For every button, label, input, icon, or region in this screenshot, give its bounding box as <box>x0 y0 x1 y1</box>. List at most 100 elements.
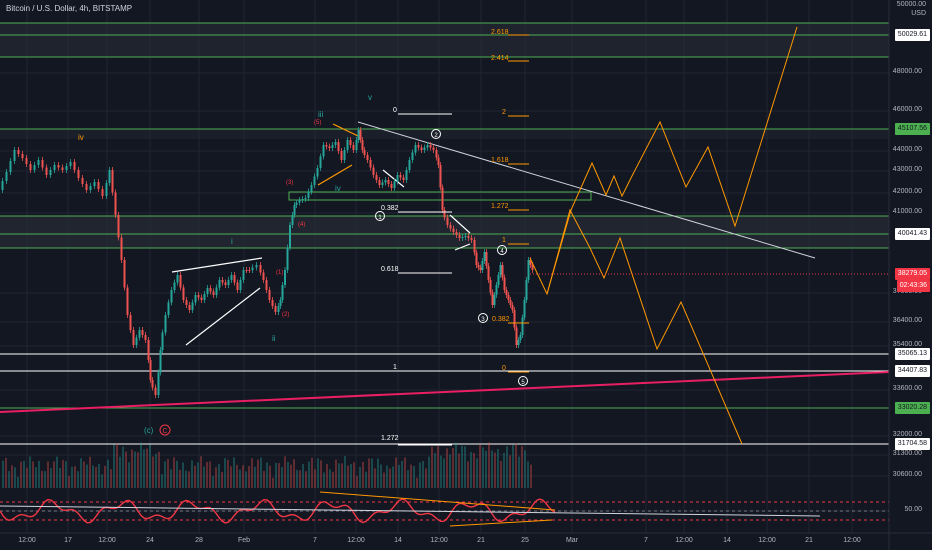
volume-bar <box>311 457 313 488</box>
oscillator-line <box>0 498 556 524</box>
volume-bar <box>191 460 193 488</box>
fib-right-0382: 0.382 <box>492 316 510 323</box>
price-tick: 33600.00 <box>892 385 922 392</box>
candle-body <box>322 145 325 157</box>
price-tick: 36400.00 <box>892 317 922 324</box>
candle-body <box>81 178 84 184</box>
candle-body <box>123 260 126 288</box>
candle-body <box>511 305 514 310</box>
volume-bar <box>23 460 25 488</box>
volume-bar <box>380 464 382 488</box>
volume-bar <box>392 466 394 488</box>
volume-bar <box>236 464 238 488</box>
volume-bar <box>17 476 19 488</box>
price-axis-currency: USD <box>911 10 926 17</box>
price-label-34407: 34407.83 <box>894 365 930 377</box>
candle-body <box>467 236 470 238</box>
candle-body <box>185 300 188 305</box>
volume-bar <box>347 465 349 488</box>
time-tick: 12:00 <box>18 537 36 544</box>
price-label-current: 38279.05 <box>894 268 930 280</box>
wave-4: (4) <box>298 222 305 228</box>
volume-bar <box>89 456 91 488</box>
candle-body <box>111 170 114 193</box>
volume-bar <box>515 443 517 488</box>
flag-line-5 <box>454 243 471 251</box>
volume-bar <box>71 466 73 488</box>
candle-body <box>363 150 366 155</box>
volume-bar <box>446 448 448 488</box>
volume-bar <box>470 452 472 488</box>
fib-left-0382: 0.382 <box>381 205 399 212</box>
volume-bar <box>2 460 4 488</box>
volume-bar <box>458 453 460 488</box>
volume-bar <box>170 469 172 488</box>
candle-body <box>493 295 496 305</box>
candle-body <box>464 236 467 237</box>
candle-body <box>120 237 123 260</box>
candle-body <box>97 182 100 189</box>
volume-bar <box>149 444 151 488</box>
volume-bar <box>389 468 391 488</box>
candle-body <box>426 145 429 148</box>
volume-bar <box>503 452 505 488</box>
candle-body <box>414 145 417 153</box>
candle-body <box>455 232 458 235</box>
candle-body <box>29 164 32 170</box>
candle-body <box>517 340 520 345</box>
volume-bar <box>113 444 115 488</box>
volume-bar <box>221 471 223 488</box>
wave-circle-4: 4 <box>500 249 504 255</box>
wave-circle-2: 2 <box>434 133 438 139</box>
wave-5: (5) <box>314 120 321 126</box>
candlesticks <box>1 127 534 398</box>
volume-bar <box>203 466 205 488</box>
volume-bar <box>92 465 94 488</box>
candle-body <box>429 145 432 148</box>
volume-bar <box>371 458 373 488</box>
candle-body <box>206 288 209 294</box>
price-tick: 41000.00 <box>892 208 922 215</box>
volume-bar <box>443 458 445 488</box>
volume-bar <box>62 460 64 488</box>
volume-bar <box>179 469 181 488</box>
candle-body <box>495 285 498 295</box>
volume-bar <box>257 459 259 488</box>
candle-body <box>179 275 182 288</box>
volume-bar <box>83 461 85 488</box>
volume-bar <box>239 469 241 488</box>
wave-circle-3: 3 <box>481 317 485 323</box>
candle-body <box>209 288 212 292</box>
volume-bar <box>500 460 502 488</box>
candle-body <box>475 252 478 265</box>
candle-body <box>41 160 44 168</box>
wave-circles <box>375 129 528 386</box>
candle-body <box>304 198 307 199</box>
candle-body <box>233 275 236 283</box>
candle-body <box>491 292 494 305</box>
volume-bar <box>20 461 22 488</box>
volume-bar <box>245 471 247 488</box>
projection-bull <box>529 26 798 296</box>
price-label-33020: 33020.28 <box>894 402 930 414</box>
candle-body <box>359 130 362 140</box>
volume-bar <box>365 471 367 488</box>
volume-bar <box>59 467 61 488</box>
wedge-line-1 <box>171 257 263 273</box>
time-tick: 21 <box>805 537 813 544</box>
volume-bar <box>107 459 109 488</box>
candle-body <box>343 150 346 160</box>
volume-bar <box>101 474 103 488</box>
candle-body <box>477 265 480 268</box>
candle-body <box>274 306 277 312</box>
fib-left-0: 0 <box>393 107 397 114</box>
candle-body <box>144 335 147 340</box>
volume-bar <box>332 471 334 488</box>
volume-bar <box>230 466 232 488</box>
candle-body <box>286 247 289 270</box>
fib-right-2618: 2.618 <box>491 29 509 36</box>
volume-bar <box>476 458 478 488</box>
candle-body <box>291 215 294 225</box>
price-tick: 44000.00 <box>892 146 922 153</box>
